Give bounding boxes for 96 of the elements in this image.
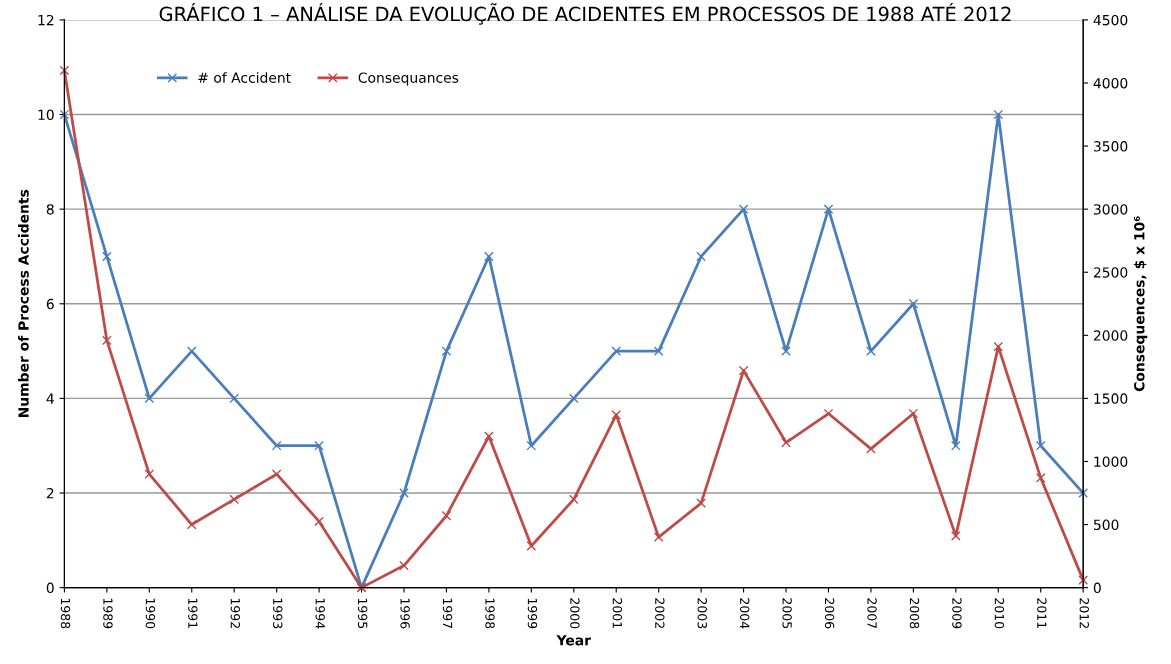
point — [823, 408, 834, 419]
point — [526, 541, 537, 551]
y2-tick-label: 3000 — [1093, 204, 1128, 215]
point — [1078, 575, 1089, 585]
point — [696, 498, 706, 508]
point — [738, 204, 749, 215]
point — [186, 346, 197, 356]
x-tick-label: 2002 — [655, 598, 665, 628]
point — [1035, 440, 1046, 451]
x-tick-label: 2004 — [739, 598, 750, 629]
point — [59, 109, 70, 120]
point — [866, 444, 876, 454]
chart-title: GRÁFICO 1 – ANÁLISE DA EVOLUÇÃO DE ACIDENTES EM PROCESSOS DE 1988 ATÉ 2012 — [159, 3, 1011, 25]
point — [399, 488, 409, 498]
point — [484, 251, 494, 262]
x-tick-label: 2001 — [612, 598, 623, 629]
x-tick-label: 1994 — [315, 598, 325, 629]
legend-label: # of Accident — [198, 72, 291, 83]
x-tick-label: 2005 — [782, 598, 792, 629]
x-tick-label: 2003 — [697, 598, 707, 629]
point — [908, 408, 919, 419]
point — [314, 516, 324, 527]
x-tick-label: 2006 — [824, 598, 835, 629]
x-tick-label: 1993 — [273, 598, 283, 629]
x-tick-label: 2012 — [1079, 598, 1089, 628]
x-tick-label: 1989 — [103, 598, 113, 629]
y2-tick-label: 4500 — [1093, 14, 1128, 26]
x-tick-label: 1999 — [527, 598, 538, 629]
y2-tick-label: 3500 — [1093, 141, 1128, 152]
point — [568, 393, 579, 404]
point — [611, 346, 622, 356]
y2-tick-label: 1000 — [1094, 456, 1128, 467]
point — [399, 560, 409, 571]
y-tick-label: 0 — [46, 582, 54, 594]
y2-tick-label: 500 — [1093, 519, 1119, 531]
x-tick-label: 1990 — [145, 598, 156, 629]
y2-tick-label: 0 — [1093, 582, 1101, 594]
y-tick-label: 6 — [46, 298, 54, 310]
x-tick-label: 1991 — [188, 598, 198, 629]
point — [781, 437, 791, 448]
point — [144, 393, 155, 404]
point — [993, 341, 1004, 352]
point — [823, 204, 834, 215]
point — [950, 531, 961, 541]
point — [781, 346, 791, 356]
point — [908, 298, 919, 309]
y-tick-label: 2 — [46, 487, 54, 499]
x-axis-title: Year — [556, 635, 591, 646]
x-tick-label: 1995 — [357, 598, 368, 629]
point — [1035, 473, 1046, 483]
point — [738, 365, 749, 376]
y2-tick-label: 2500 — [1093, 267, 1128, 278]
point — [993, 109, 1004, 120]
x-tick-label: 2009 — [952, 598, 962, 629]
x-tick-label: 2000 — [570, 598, 580, 629]
point — [696, 251, 706, 262]
point — [101, 251, 112, 262]
point — [101, 335, 112, 346]
point — [653, 532, 664, 543]
y-axis-title: Number of Process Accidents — [18, 189, 29, 418]
point — [866, 346, 876, 356]
point — [144, 469, 155, 479]
x-tick-label: 2011 — [1037, 598, 1047, 629]
y-tick-label: 10 — [38, 109, 54, 121]
legend-label: Consequances — [358, 72, 459, 86]
y2-tick-label: 2000 — [1093, 330, 1128, 341]
point — [653, 346, 664, 356]
point — [441, 510, 452, 521]
x-tick-label: 1996 — [400, 598, 410, 629]
x-tick-label: 1988 — [60, 598, 71, 629]
point — [950, 440, 961, 451]
x-tick-label: 2010 — [994, 598, 1005, 629]
y2-tick-label: 4000 — [1093, 77, 1128, 89]
x-tick-label: 1997 — [442, 598, 453, 629]
point — [611, 409, 622, 420]
y-tick-label: 12 — [38, 14, 54, 26]
y2-axis-title: Consequences, $ x 10⁶ — [1133, 216, 1148, 392]
x-tick-label: 1992 — [230, 598, 241, 628]
point — [568, 494, 579, 505]
point — [1078, 488, 1089, 498]
point — [526, 440, 537, 451]
point — [59, 65, 70, 76]
point — [484, 431, 494, 442]
point — [441, 346, 452, 356]
point — [271, 469, 282, 479]
y2-tick-label: 1500 — [1094, 393, 1128, 404]
point — [186, 519, 197, 530]
point — [314, 440, 324, 451]
x-tick-label: 2008 — [909, 598, 920, 629]
x-tick-label: 1998 — [485, 598, 495, 629]
point — [229, 393, 240, 404]
y-tick-label: 8 — [46, 204, 54, 215]
y-tick-label: 4 — [46, 393, 54, 404]
point — [271, 440, 282, 451]
point — [229, 494, 240, 505]
x-tick-label: 2007 — [867, 598, 877, 629]
